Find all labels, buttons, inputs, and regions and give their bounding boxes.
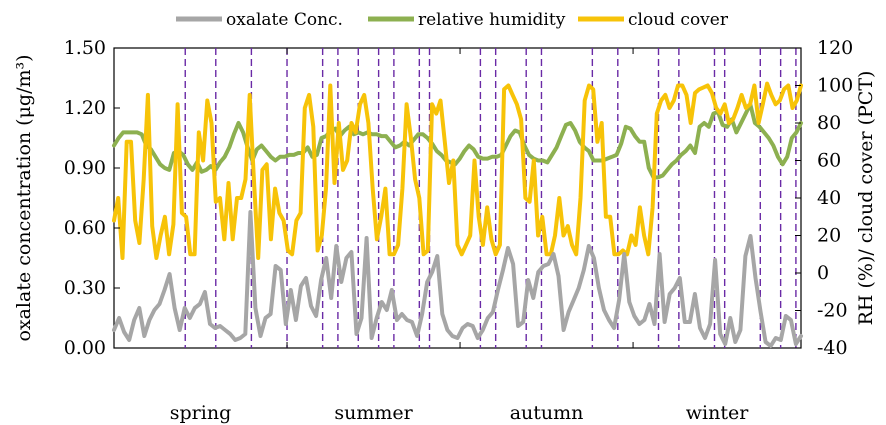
right-tick-label: 60 [817, 150, 841, 172]
right-tick-label: -20 [817, 300, 848, 322]
legend-item-humidity[interactable]: relative humidity [368, 10, 566, 30]
right-tick-label: 20 [817, 225, 841, 247]
right-tick-label: 120 [817, 37, 853, 59]
right-tick-label: 0 [817, 262, 829, 284]
right-axis: -40 -20 0 20 40 60 80 100 120 [795, 37, 853, 359]
legend-item-cloud[interactable]: cloud cover [578, 10, 729, 30]
legend-label-humidity: relative humidity [418, 10, 566, 30]
left-tick-label: 0.00 [64, 337, 106, 359]
left-tick-label: 1.50 [64, 37, 106, 59]
left-tick-label: 1.20 [64, 97, 106, 119]
right-tick-label: 80 [817, 112, 841, 134]
left-tick-label: 0.60 [64, 217, 106, 239]
right-tick-label: -40 [817, 337, 848, 359]
left-tick-label: 0.90 [64, 157, 106, 179]
right-axis-label: RH (%)/ cloud cover (PCT) [855, 71, 877, 326]
legend-label-oxalate: oxalate Conc. [226, 10, 343, 30]
legend: oxalate Conc. relative humidity cloud co… [176, 10, 729, 30]
season-boundary-ticks [286, 48, 634, 348]
series-line-oxalate-conc [112, 210, 803, 348]
season-labels: spring summer autumn winter [170, 402, 749, 424]
series-layer [112, 81, 803, 348]
season-label-autumn: autumn [510, 402, 584, 424]
legend-item-oxalate[interactable]: oxalate Conc. [176, 10, 343, 30]
season-label-spring: spring [170, 402, 231, 424]
season-label-summer: summer [334, 402, 413, 424]
right-tick-label: 100 [817, 75, 853, 97]
left-axis-label: oxalate concentration (μg/m³) [13, 54, 35, 341]
series-line-cloud-cover [112, 81, 803, 260]
legend-label-cloud: cloud cover [628, 10, 729, 30]
season-label-winter: winter [686, 402, 749, 424]
left-tick-label: 0.30 [64, 277, 106, 299]
left-axis: 0.00 0.30 0.60 0.90 1.20 1.50 [64, 37, 120, 359]
right-tick-label: 40 [817, 187, 841, 209]
series-line-relative-humidity [112, 102, 803, 180]
